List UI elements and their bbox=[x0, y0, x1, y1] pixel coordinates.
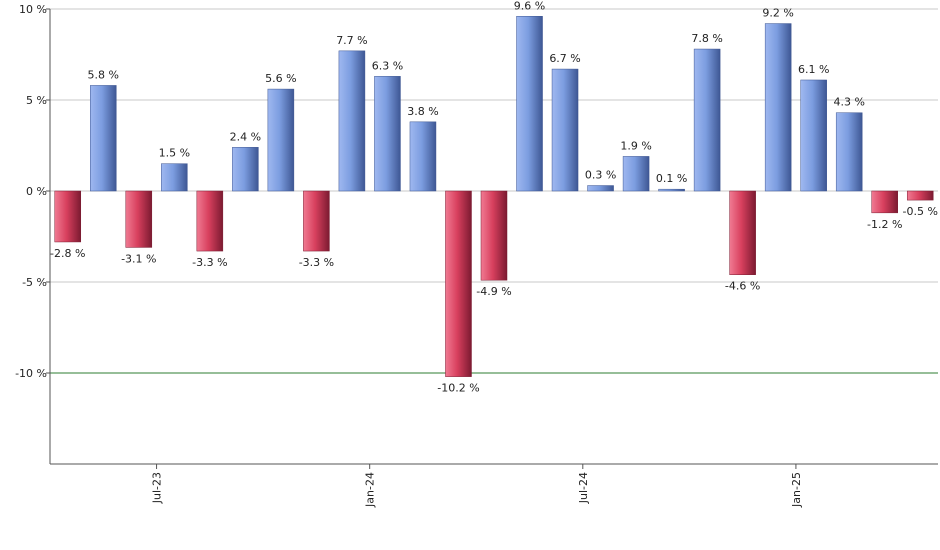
bar bbox=[480, 190, 508, 281]
data-label: 9.2 % bbox=[762, 7, 793, 20]
data-label: 0.1 % bbox=[656, 172, 687, 185]
data-label: 1.9 % bbox=[620, 139, 651, 152]
bar bbox=[90, 85, 117, 192]
data-label: 1.5 % bbox=[159, 147, 190, 160]
bar bbox=[800, 79, 827, 192]
bar bbox=[303, 190, 330, 252]
x-tick-label: Jul-24 bbox=[577, 472, 590, 504]
bar bbox=[622, 156, 650, 192]
x-tick-label: Jan-24 bbox=[364, 472, 377, 508]
bars bbox=[54, 16, 934, 377]
bar bbox=[125, 190, 153, 248]
bar bbox=[409, 121, 437, 192]
bar bbox=[871, 190, 898, 214]
y-tick-label: -10 % bbox=[15, 367, 47, 380]
bar bbox=[658, 188, 685, 192]
bar bbox=[729, 190, 756, 275]
data-label: 6.3 % bbox=[372, 59, 403, 72]
y-tick-label: 10 % bbox=[19, 3, 47, 16]
bar bbox=[338, 50, 366, 192]
bar bbox=[267, 88, 295, 192]
data-labels: -2.8 % 5.8 % -3.1 % 1.5 % -3.3 % 2.4 % 5.6 % -3… bbox=[50, 0, 938, 395]
data-label: -1.2 % bbox=[867, 218, 902, 231]
bar bbox=[232, 147, 259, 192]
bar bbox=[516, 16, 543, 192]
data-label: -3.3 % bbox=[299, 256, 334, 269]
y-axis-ticks: 10 % 5 % 0 % -5 % -10 % bbox=[15, 3, 50, 380]
data-label: -3.1 % bbox=[121, 252, 156, 265]
bar bbox=[374, 76, 401, 192]
data-label: 4.3 % bbox=[833, 96, 864, 109]
data-label: -4.6 % bbox=[725, 280, 760, 293]
axes bbox=[49, 9, 938, 465]
data-label: 2.4 % bbox=[230, 130, 261, 143]
data-label: 9.6 % bbox=[514, 0, 545, 12]
bar bbox=[54, 190, 82, 243]
data-label: 6.1 % bbox=[798, 63, 829, 76]
bar bbox=[445, 190, 472, 377]
bar bbox=[161, 163, 188, 192]
data-label: -4.9 % bbox=[476, 285, 511, 298]
data-label: -2.8 % bbox=[50, 247, 85, 260]
data-label: -10.2 % bbox=[437, 382, 479, 395]
bar bbox=[196, 190, 224, 252]
x-axis-ticks: Jul-23 Jan-24 Jul-24 Jan-25 bbox=[151, 464, 803, 508]
data-label: 0.3 % bbox=[585, 169, 616, 182]
bar bbox=[906, 190, 934, 201]
data-label: 7.8 % bbox=[691, 32, 722, 45]
data-label: 7.7 % bbox=[336, 34, 367, 47]
data-label: 5.6 % bbox=[265, 72, 296, 85]
data-label: 5.8 % bbox=[88, 68, 119, 81]
y-tick-label: 5 % bbox=[26, 94, 47, 107]
x-tick-label: Jan-25 bbox=[790, 472, 803, 508]
data-label: -0.5 % bbox=[903, 205, 938, 218]
bar bbox=[587, 185, 614, 192]
y-tick-label: -5 % bbox=[22, 276, 47, 289]
bar bbox=[551, 68, 579, 192]
bar bbox=[693, 48, 721, 192]
bar bbox=[835, 112, 863, 192]
x-tick-label: Jul-23 bbox=[151, 472, 164, 504]
data-label: -3.3 % bbox=[192, 256, 227, 269]
data-label: 6.7 % bbox=[549, 52, 580, 65]
data-label: 3.8 % bbox=[407, 105, 438, 118]
bar bbox=[764, 23, 792, 192]
y-tick-label: 0 % bbox=[26, 185, 47, 198]
